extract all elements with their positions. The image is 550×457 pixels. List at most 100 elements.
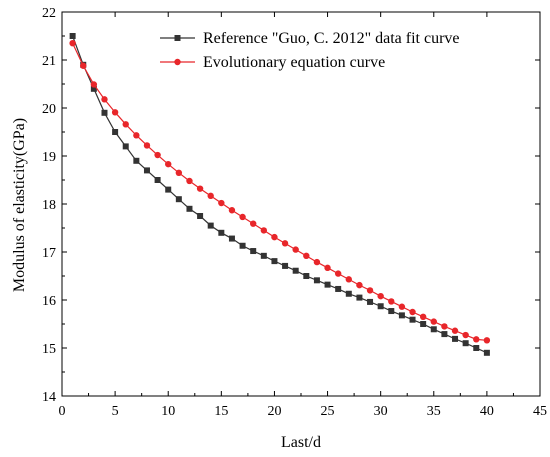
y-tick-label: 19 — [42, 150, 56, 165]
data-point — [409, 316, 416, 323]
data-point — [292, 246, 299, 253]
y-tick-label: 17 — [42, 246, 56, 261]
x-tick-label: 40 — [480, 404, 494, 419]
data-point — [303, 252, 310, 260]
x-tick-label: 25 — [321, 404, 335, 419]
data-point — [282, 262, 289, 269]
legend-label: Reference "Guo, C. 2012" data fit curve — [203, 30, 460, 47]
legend-item-1: Reference "Guo, C. 2012" data fit curve — [160, 30, 460, 47]
data-point — [462, 340, 469, 347]
axes: 0 5 10 15 20 25 30 35 40 45 14 15 16 17 18 19 20 21 22 — [42, 6, 547, 419]
data-point — [345, 276, 352, 283]
data-point — [271, 233, 278, 241]
data-point — [154, 151, 161, 159]
data-point — [207, 222, 214, 229]
y-tick-label: 21 — [42, 54, 56, 69]
data-point — [483, 349, 490, 356]
data-point — [281, 240, 289, 247]
data-point — [324, 281, 331, 288]
legend-label: Evolutionary equation curve — [203, 54, 385, 71]
data-point — [356, 294, 363, 301]
legend-marker — [174, 35, 181, 41]
legend: Reference "Guo, C. 2012" data fit curve E… — [160, 30, 460, 71]
data-point — [388, 298, 395, 305]
data-point — [473, 345, 480, 351]
data-point — [239, 213, 246, 221]
data-point — [143, 167, 150, 174]
data-point — [335, 285, 342, 292]
data-point — [165, 186, 172, 193]
x-tick-label: 0 — [59, 404, 66, 419]
x-tick-label: 30 — [374, 404, 388, 419]
data-point — [196, 185, 204, 192]
data-point — [250, 220, 257, 227]
data-point — [430, 318, 437, 325]
data-point — [111, 109, 119, 116]
data-point — [69, 40, 76, 47]
data-point — [388, 308, 395, 315]
data-point — [90, 85, 97, 92]
x-tick-label: 35 — [427, 404, 441, 419]
data-point — [377, 292, 384, 300]
y-tick-label: 22 — [42, 6, 56, 21]
data-point — [430, 326, 437, 333]
data-point — [334, 270, 342, 277]
data-point — [228, 235, 235, 242]
data-point — [101, 109, 108, 116]
x-tick-label: 10 — [161, 404, 175, 419]
data-point — [409, 308, 416, 316]
data-point — [452, 335, 459, 342]
data-point — [133, 132, 140, 139]
data-point — [271, 258, 278, 265]
data-point — [69, 33, 76, 39]
legend-item-2: Evolutionary equation curve — [160, 54, 385, 71]
data-point — [143, 142, 151, 149]
data-point — [441, 331, 448, 338]
data-point — [228, 207, 236, 214]
data-point — [419, 313, 427, 320]
series-line — [72, 42, 487, 341]
data-point — [441, 323, 448, 330]
data-point — [197, 213, 204, 219]
data-point — [324, 264, 331, 272]
data-point — [398, 303, 406, 310]
data-point — [133, 157, 140, 164]
y-tick-label: 15 — [42, 342, 56, 357]
data-point — [260, 227, 268, 234]
data-point — [122, 121, 129, 128]
data-point — [101, 96, 108, 103]
data-point — [483, 337, 491, 344]
data-point — [345, 290, 352, 297]
data-point — [175, 169, 183, 176]
series-1 — [69, 33, 490, 356]
data-point — [80, 62, 87, 69]
data-point — [122, 143, 129, 150]
data-point — [186, 177, 193, 185]
data-point — [366, 287, 374, 294]
data-point — [377, 303, 384, 310]
data-point — [303, 273, 310, 279]
data-point — [313, 277, 320, 284]
x-tick-label: 45 — [533, 404, 547, 419]
y-tick-label: 14 — [42, 390, 56, 405]
x-tick-label: 15 — [214, 404, 228, 419]
data-point — [207, 192, 214, 200]
data-point — [250, 248, 257, 255]
data-point — [473, 336, 480, 343]
data-point — [313, 258, 321, 266]
data-point — [218, 199, 225, 207]
legend-marker — [174, 58, 181, 66]
data-point — [398, 312, 405, 319]
data-point — [186, 205, 193, 212]
data-point — [165, 160, 172, 168]
y-tick-label: 20 — [42, 102, 56, 117]
data-point — [462, 331, 469, 339]
x-axis-label: Last/d — [281, 434, 321, 451]
data-point — [292, 267, 299, 274]
data-point — [451, 327, 459, 334]
x-tick-label: 5 — [112, 404, 119, 419]
data-point — [154, 177, 161, 183]
y-tick-label: 16 — [42, 294, 56, 309]
x-tick-label: 20 — [267, 404, 281, 419]
